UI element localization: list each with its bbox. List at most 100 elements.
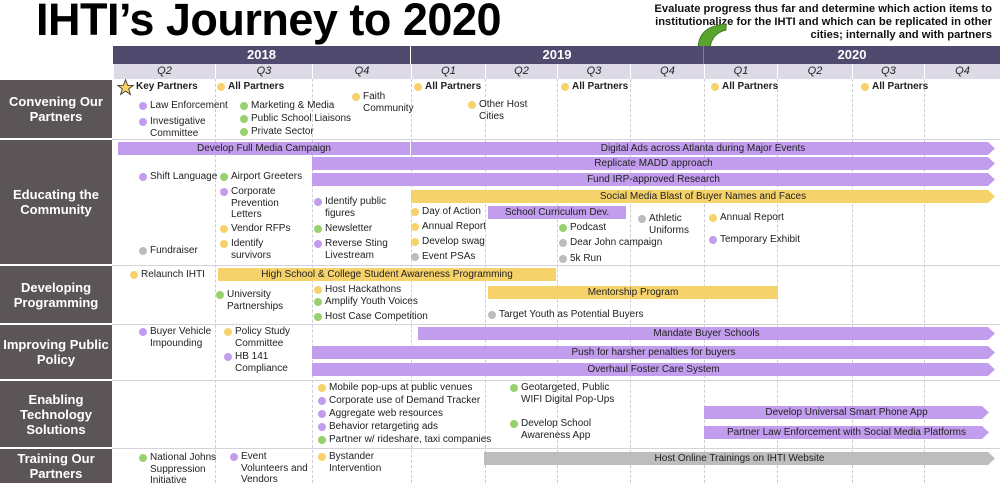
milestone-item: Target Youth as Potential Buyers	[488, 309, 644, 321]
grid-line	[852, 79, 853, 483]
milestone-item: Event PSAs	[411, 251, 475, 263]
row-label-training: Training Our Partners	[0, 449, 112, 483]
milestone-item: Law Enforcement	[139, 100, 228, 112]
evaluation-note: Evaluate progress thus far and determine…	[654, 3, 992, 41]
row-label-technology: Enabling Technology Solutions	[0, 381, 112, 447]
milestone-item: Vendor RFPs	[220, 223, 290, 235]
grid-line	[411, 79, 412, 483]
milestone-item: Host Hackathons	[314, 284, 401, 296]
milestone-item: Identify survivors	[220, 238, 290, 261]
timeline-bar: Develop Full Media Campaign	[118, 142, 410, 155]
milestone-item: Develop swag	[411, 236, 485, 248]
quarter-cell: Q4	[630, 64, 704, 79]
milestone-item: University Partnerships	[216, 289, 306, 312]
timeline-bar: Develop Universal Smart Phone App	[704, 406, 989, 419]
milestone-item: All Partners	[561, 81, 628, 93]
milestone-item: Newsletter	[314, 223, 372, 235]
timeline-bar: Mandate Buyer Schools	[418, 327, 995, 340]
timeline-bar: Replicate MADD approach	[312, 157, 995, 170]
quarter-cell: Q3	[215, 64, 312, 79]
quarter-cell: Q4	[924, 64, 1000, 79]
milestone-item: HB 141 Compliance	[224, 351, 296, 374]
row-separator	[112, 324, 1000, 325]
grid-line	[777, 79, 778, 483]
row-separator	[112, 380, 1000, 381]
grid-line	[485, 79, 486, 483]
milestone-item: Annual Report	[709, 212, 784, 224]
milestone-item: Host Case Competition	[314, 311, 428, 323]
milestone-item: Temporary Exhibit	[709, 234, 800, 246]
milestone-item: Airport Greeters	[220, 171, 302, 183]
timeline-bar: Push for harsher penalties for buyers	[312, 346, 995, 359]
milestone-item: Podcast	[559, 222, 606, 234]
milestone-item: Event Volunteers and Vendors	[230, 451, 310, 486]
milestone-item: Bystander Intervention	[318, 451, 398, 474]
milestone-item: Day of Action	[411, 206, 481, 218]
quarter-cell: Q2	[113, 64, 215, 79]
milestone-item: Public School Liaisons	[240, 113, 351, 125]
milestone-item: Policy Study Committee	[224, 326, 306, 349]
milestone-item: 5k Run	[559, 253, 602, 265]
timeline-bar: Fund IRP-approved Research	[312, 173, 995, 186]
milestone-item: Shift Language	[139, 171, 217, 183]
grid-line	[924, 79, 925, 483]
year-2018: 2018	[113, 46, 410, 64]
milestone-item: Marketing & Media	[240, 100, 334, 112]
milestone-item: Reverse Sting Livestream	[314, 238, 406, 261]
milestone-item: Partner w/ rideshare, taxi companies	[318, 434, 491, 446]
page-title: IHTI’s Journey to 2020	[36, 0, 502, 45]
row-label-programming: Developing Programming	[0, 266, 112, 323]
milestone-item: Aggregate web resources	[318, 408, 443, 420]
row-separator	[112, 265, 1000, 266]
quarter-cell: Q3	[557, 64, 630, 79]
timeline-bar: Overhaul Foster Care System	[312, 363, 995, 376]
milestone-item: Behavior retargeting ads	[318, 421, 438, 433]
grid-line	[557, 79, 558, 483]
grid-line	[704, 79, 705, 483]
milestone-item: All Partners	[414, 81, 481, 93]
milestone-item: All Partners	[711, 81, 778, 93]
quarter-cell: Q1	[411, 64, 485, 79]
quarter-cell: Q3	[852, 64, 924, 79]
grid-line	[215, 79, 216, 483]
milestone-item: Private Sector	[240, 126, 314, 138]
row-label-convening: Convening Our Partners	[0, 80, 112, 138]
timeline-bar: Social Media Blast of Buyer Names and Fa…	[411, 190, 995, 203]
star-icon	[117, 79, 134, 96]
milestone-item: Corporate Prevention Letters	[220, 186, 302, 221]
timeline-bar: Digital Ads across Atlanta during Major …	[411, 142, 995, 155]
milestone-item: Faith Community	[352, 91, 422, 114]
milestone-item: National Johns Suppression Initiative	[139, 452, 225, 487]
milestone-item: Dear John campaign	[559, 237, 662, 249]
milestone-item: Athletic Uniforms	[638, 213, 700, 236]
quarter-cell: Q2	[777, 64, 852, 79]
timeline-bar: High School & College Student Awareness …	[218, 268, 556, 281]
grid-line	[630, 79, 631, 483]
grid-line	[312, 79, 313, 483]
milestone-item: Corporate use of Demand Tracker	[318, 395, 480, 407]
milestone-item: Relaunch IHTI	[130, 269, 205, 281]
row-separator	[112, 448, 1000, 449]
milestone-item: Fundraiser	[139, 245, 198, 257]
milestone-item: Annual Report	[411, 221, 486, 233]
row-label-policy: Improving Public Policy	[0, 325, 112, 379]
milestone-item: Geotargeted, Public WIFI Digital Pop-Ups	[510, 382, 630, 405]
milestone-item: All Partners	[861, 81, 928, 93]
milestone-item: Mobile pop-ups at public venues	[318, 382, 472, 394]
milestone-item: Key Partners	[136, 81, 198, 92]
milestone-item: Amplify Youth Voices	[314, 296, 418, 308]
row-separator	[112, 139, 1000, 140]
quarter-cell: Q4	[312, 64, 411, 79]
year-2019: 2019	[411, 46, 703, 64]
milestone-item: Develop School Awareness App	[510, 418, 610, 441]
milestone-item: Other Host Cities	[468, 99, 538, 122]
quarter-cell: Q2	[485, 64, 557, 79]
milestone-item: Investigative Committee	[139, 116, 219, 139]
timeline-bar: Partner Law Enforcement with Social Medi…	[704, 426, 989, 439]
milestone-item: All Partners	[217, 81, 284, 93]
quarter-cell: Q1	[704, 64, 777, 79]
timeline-bar: Mentorship Program	[488, 286, 778, 299]
row-label-educating: Educating the Community	[0, 140, 112, 264]
timeline-bar: Host Online Trainings on IHTI Website	[484, 452, 995, 465]
year-2020: 2020	[704, 46, 1000, 64]
